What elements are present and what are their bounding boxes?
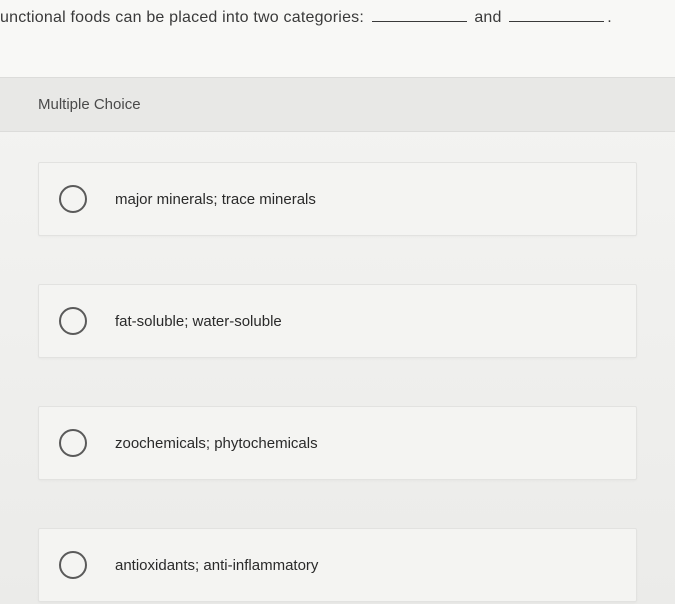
option-label: zoochemicals; phytochemicals: [115, 435, 318, 452]
radio-icon[interactable]: [59, 307, 87, 335]
question-area: unctional foods can be placed into two c…: [0, 0, 675, 77]
option-label: fat-soluble; water-soluble: [115, 313, 282, 330]
radio-icon[interactable]: [59, 185, 87, 213]
option-label: antioxidants; anti-inflammatory: [115, 557, 318, 574]
option-row[interactable]: fat-soluble; water-soluble: [38, 284, 637, 358]
question-suffix: .: [607, 9, 612, 26]
radio-icon[interactable]: [59, 551, 87, 579]
question-text: unctional foods can be placed into two c…: [0, 8, 675, 77]
option-row[interactable]: antioxidants; anti-inflammatory: [38, 528, 637, 602]
option-row[interactable]: zoochemicals; phytochemicals: [38, 406, 637, 480]
option-label: major minerals; trace minerals: [115, 191, 316, 208]
multiple-choice-header: Multiple Choice: [0, 77, 675, 132]
radio-icon[interactable]: [59, 429, 87, 457]
question-prefix: unctional foods can be placed into two c…: [0, 9, 364, 26]
question-connector: and: [474, 9, 501, 26]
blank-1: [372, 8, 467, 22]
option-row[interactable]: major minerals; trace minerals: [38, 162, 637, 236]
blank-2: [509, 8, 604, 22]
options-area: major minerals; trace minerals fat-solub…: [0, 132, 675, 602]
